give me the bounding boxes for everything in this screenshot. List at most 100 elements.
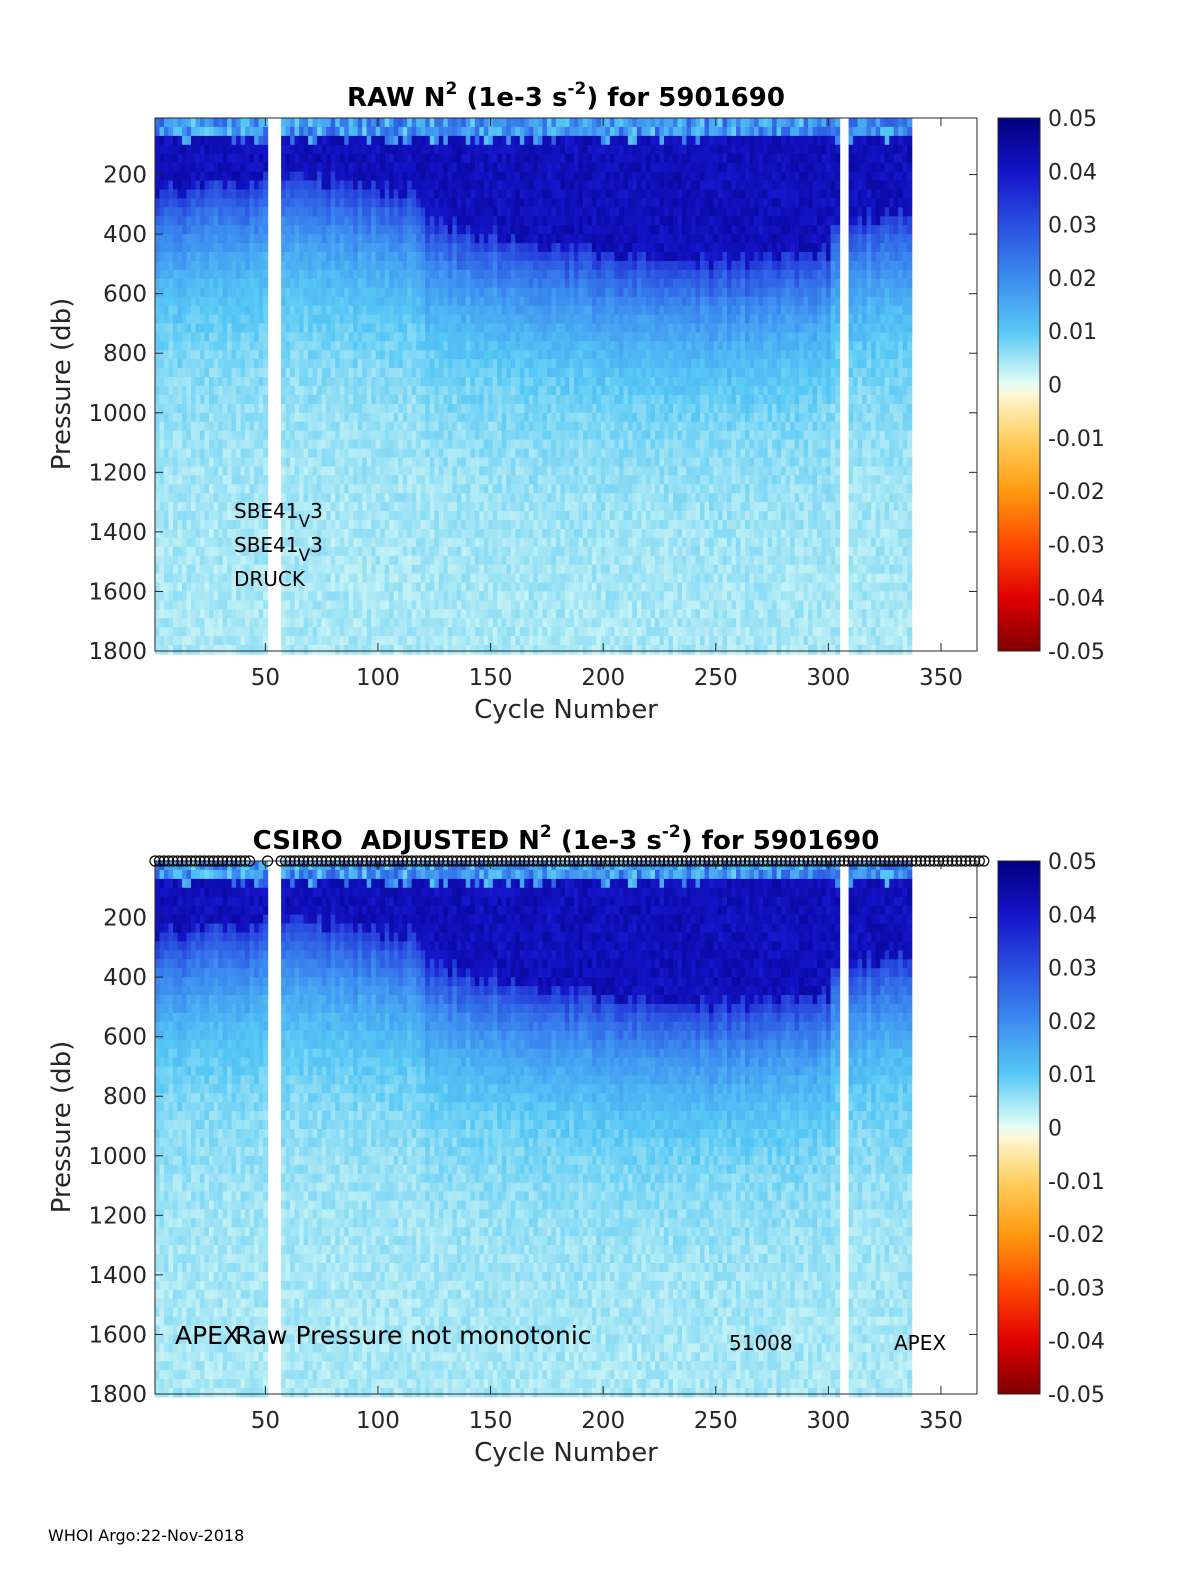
- heatmap-cell: [488, 144, 494, 155]
- heatmap-cell: [159, 618, 165, 628]
- heatmap-cell: [281, 118, 287, 128]
- heatmap-cell: [492, 180, 498, 190]
- heatmap-cell: [263, 636, 269, 646]
- heatmap-cell: [407, 368, 413, 378]
- heatmap-cell: [218, 180, 224, 190]
- heatmap-cell: [204, 394, 210, 405]
- heatmap-cell: [348, 377, 354, 387]
- heatmap-cell: [519, 287, 525, 298]
- heatmap-cell: [465, 502, 471, 512]
- heatmap-cell: [353, 162, 359, 173]
- heatmap-cell: [177, 520, 183, 530]
- heatmap-cell: [434, 430, 440, 441]
- heatmap-cell: [195, 457, 201, 467]
- heatmap-cell: [182, 421, 188, 432]
- heatmap-cell: [524, 412, 530, 423]
- heatmap-cell: [222, 323, 228, 333]
- heatmap-cell: [200, 475, 206, 485]
- heatmap-cell: [290, 618, 296, 628]
- heatmap-cell: [281, 564, 287, 575]
- heatmap-cell: [420, 412, 426, 423]
- heatmap-cell: [443, 511, 449, 521]
- heatmap-cell: [195, 296, 201, 307]
- heatmap-cell: [177, 225, 183, 235]
- heatmap-cell: [425, 430, 431, 441]
- heatmap-cell: [420, 269, 426, 280]
- heatmap-cell: [213, 234, 219, 244]
- heatmap-cell: [465, 466, 471, 476]
- heatmap-cell: [240, 582, 246, 592]
- heatmap-cell: [501, 520, 507, 530]
- heatmap-cell: [362, 350, 368, 360]
- heatmap-cell: [290, 520, 296, 530]
- heatmap-cell: [182, 475, 188, 485]
- heatmap-cell: [299, 511, 305, 521]
- heatmap-cell: [416, 618, 422, 628]
- heatmap-cell: [470, 394, 476, 405]
- heatmap-cell: [402, 368, 408, 378]
- heatmap-cell: [456, 457, 462, 467]
- heatmap-cell: [290, 537, 296, 548]
- heatmap-cell: [168, 296, 174, 307]
- heatmap-cell: [524, 234, 530, 244]
- heatmap-cell: [438, 118, 444, 128]
- heatmap-cell: [240, 305, 246, 316]
- heatmap-cell: [465, 430, 471, 441]
- heatmap-cell: [515, 252, 521, 262]
- heatmap-cell: [303, 618, 309, 628]
- heatmap-cell: [168, 520, 174, 530]
- heatmap-cell: [249, 511, 255, 521]
- heatmap-cell: [236, 466, 242, 476]
- heatmap-cell: [389, 118, 395, 128]
- heatmap-cell: [204, 645, 210, 655]
- heatmap-cell: [294, 466, 300, 476]
- heatmap-cell: [312, 520, 318, 530]
- heatmap-cell: [434, 386, 440, 396]
- heatmap-cell: [159, 153, 165, 164]
- heatmap-cell: [321, 144, 327, 155]
- heatmap-cell: [488, 180, 494, 190]
- heatmap-cell: [249, 153, 255, 164]
- heatmap-cell: [186, 394, 192, 405]
- heatmap-cell: [353, 573, 359, 584]
- heatmap-cell: [515, 278, 521, 289]
- heatmap-cell: [155, 296, 161, 307]
- heatmap-cell: [353, 350, 359, 360]
- heatmap-cell: [524, 314, 530, 324]
- heatmap-cell: [299, 520, 305, 530]
- heatmap-cell: [501, 126, 507, 137]
- heatmap-cell: [416, 645, 422, 655]
- heatmap-cell: [294, 234, 300, 244]
- heatmap-cell: [479, 394, 485, 405]
- heatmap-cell: [510, 520, 516, 530]
- heatmap-cell: [227, 403, 233, 414]
- heatmap-cell: [164, 287, 170, 298]
- heatmap-cell: [411, 609, 417, 619]
- heatmap-cell: [209, 564, 215, 575]
- heatmap-cell: [227, 636, 233, 646]
- heatmap-cell: [407, 252, 413, 262]
- heatmap-cell: [213, 323, 219, 333]
- heatmap-cell: [375, 520, 381, 530]
- heatmap-cell: [515, 243, 521, 253]
- heatmap-cell: [173, 162, 179, 173]
- heatmap-cell: [326, 332, 332, 342]
- heatmap-cell: [222, 457, 228, 467]
- heatmap-cell: [420, 537, 426, 548]
- heatmap-cell: [195, 198, 201, 208]
- heatmap-cell: [227, 528, 233, 539]
- heatmap-cell: [330, 537, 336, 548]
- heatmap-cell: [168, 573, 174, 584]
- heatmap-cell: [420, 386, 426, 396]
- heatmap-cell: [339, 421, 345, 432]
- heatmap-cell: [294, 394, 300, 405]
- heatmap-cell: [249, 573, 255, 584]
- heatmap-cell: [348, 582, 354, 592]
- heatmap-cell: [420, 564, 426, 575]
- heatmap-cell: [254, 332, 260, 342]
- heatmap-cell: [537, 627, 543, 637]
- heatmap-cell: [519, 502, 525, 512]
- heatmap-cell: [294, 287, 300, 298]
- heatmap-cell: [344, 600, 350, 610]
- heatmap-cell: [366, 636, 372, 646]
